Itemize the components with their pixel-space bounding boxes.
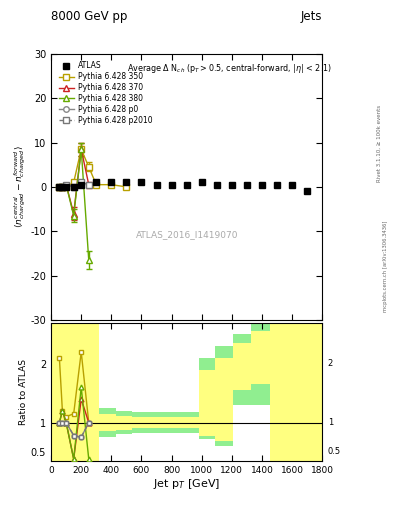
Bar: [149, 417, 165, 429]
Bar: [51, 323, 68, 461]
Bar: [116, 411, 132, 434]
Text: ATLAS_2016_I1419070: ATLAS_2016_I1419070: [136, 230, 238, 239]
Text: mcplots.cern.ch [arXiv:1306.3436]: mcplots.cern.ch [arXiv:1306.3436]: [383, 221, 387, 312]
Text: 2: 2: [328, 359, 333, 368]
Text: Rivet 3.1.10, ≥ 100k events: Rivet 3.1.10, ≥ 100k events: [377, 105, 382, 182]
Bar: [83, 323, 99, 461]
Bar: [270, 323, 322, 461]
Y-axis label: $\langle n^{central}_{charged} - n^{forward}_{charged}\rangle$: $\langle n^{central}_{charged} - n^{forw…: [12, 145, 28, 228]
Text: 8000 GeV pp: 8000 GeV pp: [51, 10, 127, 23]
Bar: [165, 417, 182, 429]
Bar: [233, 343, 252, 390]
Bar: [252, 331, 270, 385]
Bar: [99, 414, 116, 432]
Text: 0.5: 0.5: [328, 447, 341, 457]
Text: Jets: Jets: [301, 10, 322, 23]
Bar: [215, 346, 233, 446]
Bar: [116, 416, 132, 430]
Bar: [99, 408, 116, 437]
Bar: [149, 412, 165, 433]
Bar: [83, 323, 99, 461]
X-axis label: Jet p$_T$ [GeV]: Jet p$_T$ [GeV]: [153, 477, 220, 492]
Bar: [165, 412, 182, 433]
Bar: [252, 323, 270, 405]
Bar: [182, 412, 199, 433]
Bar: [199, 370, 215, 436]
Bar: [215, 358, 233, 441]
Y-axis label: Ratio to ATLAS: Ratio to ATLAS: [19, 359, 28, 424]
Bar: [68, 323, 83, 461]
Bar: [233, 334, 252, 405]
Bar: [199, 358, 215, 439]
Bar: [132, 417, 149, 429]
Bar: [68, 323, 83, 461]
Bar: [270, 323, 322, 461]
Bar: [132, 412, 149, 433]
Text: 1: 1: [328, 418, 333, 427]
Text: Average $\Delta$ N$_{ch}$ (p$_T$$>$0.5, central-forward, $|\eta|$ < 2.1): Average $\Delta$ N$_{ch}$ (p$_T$$>$0.5, …: [127, 62, 332, 75]
Bar: [182, 417, 199, 429]
Bar: [51, 323, 68, 461]
Legend: ATLAS, Pythia 6.428 350, Pythia 6.428 370, Pythia 6.428 380, Pythia 6.428 p0, Py: ATLAS, Pythia 6.428 350, Pythia 6.428 37…: [55, 57, 156, 129]
